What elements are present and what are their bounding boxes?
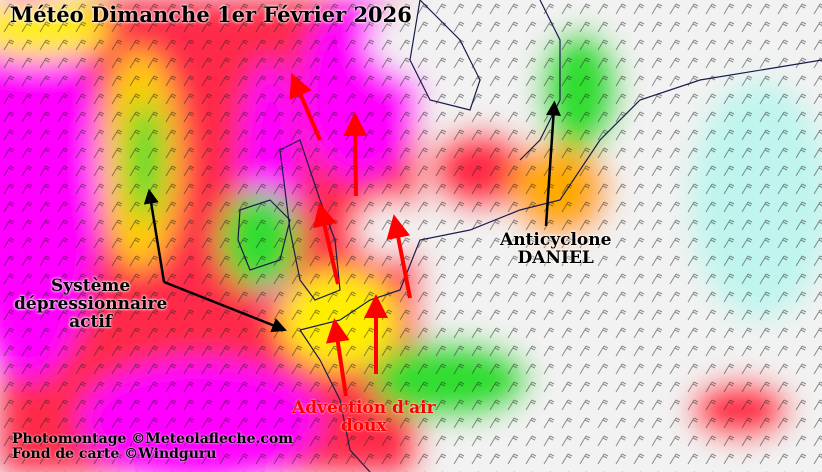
warm-arrow-4 xyxy=(386,214,412,299)
warm-arrow-1 xyxy=(289,72,322,141)
advection-label: Advection d'air doux xyxy=(292,398,436,436)
depression-arrow-right xyxy=(163,280,287,333)
pointer-arrows xyxy=(143,100,561,333)
depression-label: Système dépressionnaire actif xyxy=(14,276,168,332)
advection-label-line: doux xyxy=(340,415,387,436)
anticyclone-label-line: DANIEL xyxy=(517,247,594,268)
anticyclone-label: Anticyclone DANIEL xyxy=(500,230,612,268)
advection-label-line: Advection d'air xyxy=(292,398,436,418)
depression-label-line: Système xyxy=(51,276,131,296)
anticyclone-arrow xyxy=(544,100,561,227)
depression-label-line: actif xyxy=(69,311,113,332)
anticyclone-label-line: Anticyclone xyxy=(500,230,612,250)
depression-label-line: dépressionnaire xyxy=(14,293,168,314)
warm-arrow-6 xyxy=(325,318,350,397)
credits: Photomontage ©Meteolafleche.com Fond de … xyxy=(12,432,293,461)
depression-arrow-up xyxy=(143,188,166,283)
credit-basemap: Fond de carte ©Windguru xyxy=(12,445,217,462)
credit-photomontage: Photomontage ©Meteolafleche.com xyxy=(12,431,294,447)
warm-advection-arrows xyxy=(289,72,412,397)
warm-arrow-2 xyxy=(343,112,368,197)
map-title: Météo Dimanche 1er Février 2026 xyxy=(10,2,412,27)
warm-arrow-3 xyxy=(312,202,340,285)
